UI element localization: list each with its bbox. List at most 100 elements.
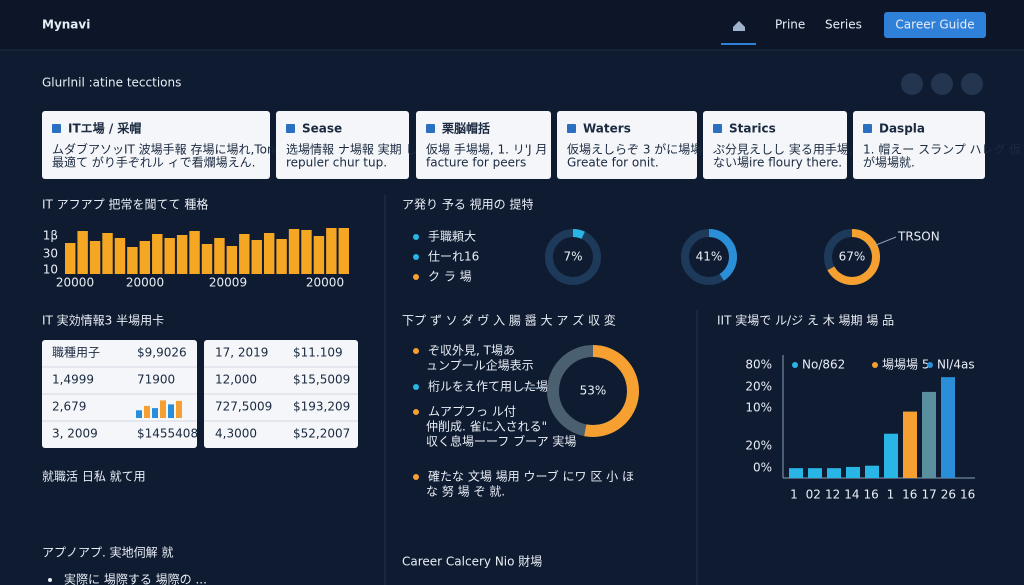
- panel-title: IT 実効情報3 半場用卡: [42, 313, 164, 328]
- nav-link[interactable]: Prine: [775, 18, 805, 32]
- card-title: 栗脳帽括: [442, 121, 490, 136]
- bar: [941, 377, 955, 478]
- bar: [189, 231, 200, 274]
- card-text: Greate for onit.: [567, 156, 659, 170]
- card[interactable]: [42, 111, 270, 179]
- legend-text: ク ラ 場: [428, 270, 472, 284]
- icon-button[interactable]: [961, 73, 983, 95]
- card-text: 选場情報 ナ場報 実期 し 5.A,: [286, 142, 445, 157]
- section-title: Career Calcery Nio 財場: [402, 554, 542, 569]
- legend-text: 仕ーれ16: [428, 250, 479, 264]
- table-cell: 2,679: [52, 400, 86, 414]
- bar: [77, 231, 88, 274]
- bar: [808, 468, 822, 478]
- card-text: repuler chur tup.: [286, 156, 387, 170]
- bar: [201, 244, 213, 274]
- legend-text: な 努 場 ぞ 就.: [426, 484, 505, 499]
- legend-dot: [413, 234, 419, 240]
- x-label: 20009: [209, 276, 247, 290]
- table-cell: $1455408: [137, 427, 198, 441]
- card-text: 1. 帽えー スランプ ハレグ 仮: [863, 142, 1021, 157]
- table-cell: $15,5009: [293, 373, 350, 387]
- x-label: 16: [902, 488, 917, 502]
- bar: [164, 238, 175, 274]
- card[interactable]: [853, 111, 985, 179]
- donut-label: 7%: [563, 250, 582, 264]
- button-label[interactable]: Career Guide: [895, 18, 974, 32]
- card-text: ムダブアソッIT 波場手報 存場に場れ,Tond,: [52, 142, 286, 157]
- table-cell: $9,9026: [137, 346, 187, 360]
- legend-text: 桁ルをえ作て用した場ー: [428, 380, 560, 394]
- page-title: Glurlnil :atine tecctions: [42, 76, 181, 90]
- legend-dot: [413, 274, 419, 280]
- legend-dot: [413, 254, 419, 260]
- card[interactable]: [416, 111, 551, 179]
- x-label: 16: [960, 488, 975, 502]
- y-label: 80%: [745, 358, 772, 372]
- bar: [326, 228, 337, 274]
- card-text: facture for peers: [426, 156, 526, 170]
- table-cell: 71900: [137, 373, 175, 387]
- bar: [288, 229, 300, 274]
- table-cell: 職種用子: [52, 346, 100, 360]
- legend-dot: [872, 362, 878, 368]
- panel-title: 下プ ず ソ ダ ヴ 入 腸 醤 大 ア ズ 収 変: [402, 313, 616, 328]
- icon-button[interactable]: [931, 73, 953, 95]
- bar: [903, 411, 917, 478]
- table-cell: $52,2007: [293, 427, 350, 441]
- card-icon: [713, 124, 722, 133]
- legend-text: No/862: [802, 358, 845, 372]
- legend-dot: [927, 362, 933, 368]
- bar: [338, 228, 349, 274]
- bar: [139, 241, 151, 274]
- legend-dot: [413, 348, 419, 354]
- y-label: 0%: [753, 461, 772, 475]
- mini-bar: [144, 405, 150, 418]
- legend-dot: [413, 409, 419, 415]
- card-icon: [567, 124, 576, 133]
- section-title: 就職活 日私 就て用: [42, 470, 146, 484]
- legend-text: ぞ収外見, T場あ: [428, 344, 515, 358]
- card[interactable]: [703, 111, 847, 179]
- card-title: Daspla: [879, 122, 925, 136]
- mini-bar: [152, 408, 158, 418]
- section-title: アプノアプ. 実地伺解 就: [42, 545, 173, 560]
- card[interactable]: [557, 111, 697, 179]
- card-title: Waters: [583, 122, 631, 136]
- card-text: ない場ire floury there.: [713, 156, 842, 170]
- nav-link[interactable]: Series: [825, 18, 862, 32]
- x-label: 20000: [56, 276, 94, 290]
- x-label: 20000: [306, 276, 344, 290]
- bar: [276, 239, 287, 274]
- table-cell: 12,000: [215, 373, 257, 387]
- panel-title: IIT 実場で ル/ジ え 木 場期 場 品: [717, 313, 894, 328]
- bar: [263, 233, 275, 274]
- card-text: 仮場 手場場, 1. リ'J 月: [426, 143, 547, 157]
- icon-button[interactable]: [901, 73, 923, 95]
- card-title: Sease: [302, 122, 342, 136]
- mini-bar: [168, 404, 174, 418]
- y-label: 1β: [43, 229, 58, 243]
- bar: [922, 391, 936, 478]
- career-button[interactable]: [884, 12, 986, 38]
- bar: [127, 247, 138, 274]
- home-icon[interactable]: [733, 21, 745, 31]
- panel-title: IT アフアプ 把常を聞てて 種格: [42, 197, 208, 212]
- bar: [102, 233, 113, 274]
- donut-arc: [824, 229, 880, 285]
- legend-text: 収く息場ーーフ ブーア 実場: [426, 434, 576, 449]
- y-label: 10%: [745, 401, 772, 415]
- card[interactable]: [276, 111, 409, 179]
- donut-arc: [547, 345, 639, 437]
- table-cell: 1,4999: [52, 373, 94, 387]
- card-icon: [52, 124, 61, 133]
- bullet: [48, 578, 52, 582]
- x-label: 02: [806, 488, 821, 502]
- panel-title: ア発り 予る 視用の 提特: [402, 197, 533, 212]
- x-label: 16: [864, 488, 879, 502]
- bar: [176, 235, 188, 274]
- bar: [226, 246, 238, 274]
